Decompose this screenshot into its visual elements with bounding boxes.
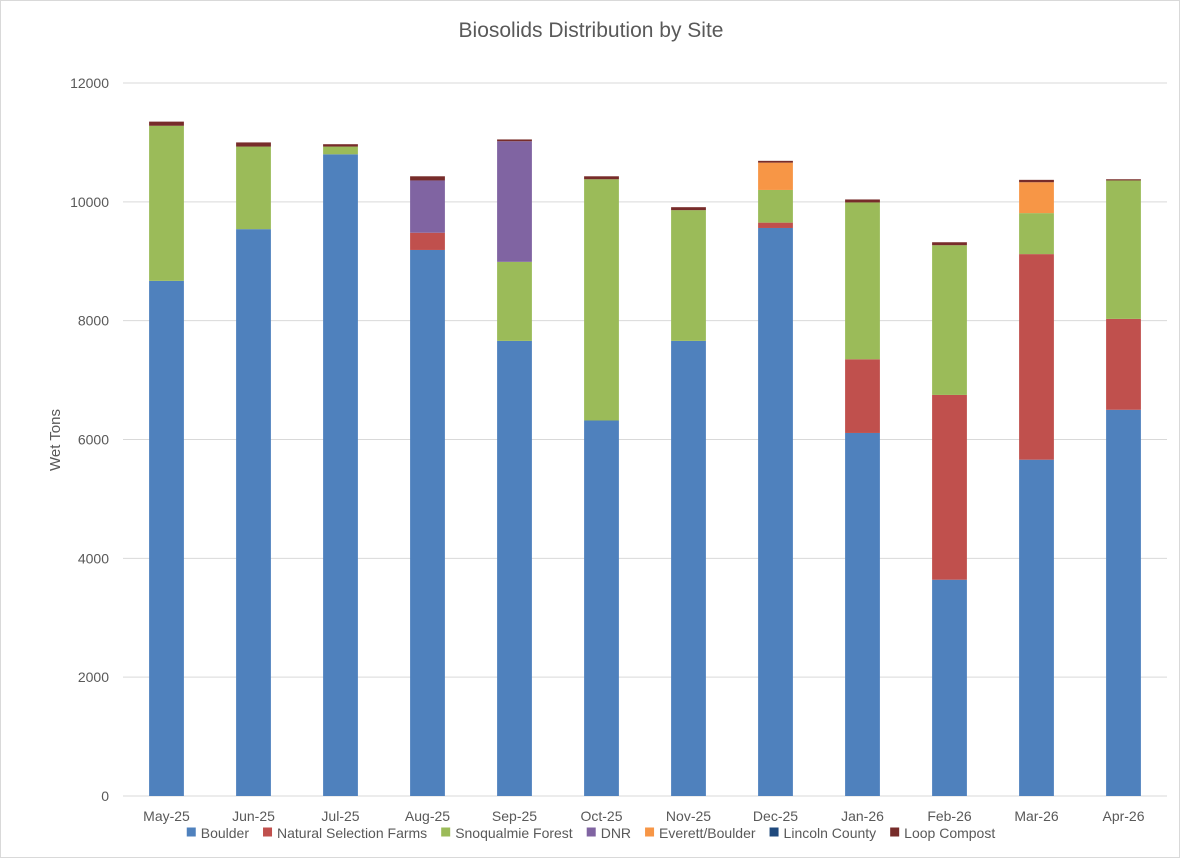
bar-segment	[584, 179, 619, 421]
bar-segment	[497, 261, 532, 341]
bar-segment	[236, 142, 271, 147]
bar-segment	[149, 121, 184, 126]
x-tick-label: Jun-25	[232, 808, 275, 824]
bars	[149, 121, 1141, 797]
bar-segment	[758, 162, 793, 190]
x-tick-label: Sep-25	[492, 808, 537, 824]
bar-segment	[410, 249, 445, 797]
y-tick-label: 2000	[78, 669, 109, 685]
bar-segment	[1019, 459, 1054, 796]
bar-segment	[1106, 318, 1141, 410]
bar-segment	[671, 207, 706, 211]
bar-segment	[497, 340, 532, 796]
legend-label: Boulder	[201, 825, 250, 841]
x-axis-ticks: May-25 Jun-25 Jul-25 Aug-25 Sep-25 Oct-25 Nov-…	[143, 808, 1145, 824]
x-tick-label: Oct-25	[580, 808, 622, 824]
y-tick-label: 12000	[70, 75, 109, 91]
bar-segment	[758, 227, 793, 796]
bar-segment	[932, 579, 967, 796]
bar-segment	[584, 420, 619, 796]
y-tick-label: 4000	[78, 550, 109, 566]
legend-label: Snoqualmie Forest	[455, 825, 573, 841]
bar-segment	[236, 146, 271, 230]
bar-segment	[1019, 254, 1054, 460]
legend-item: DNR	[586, 825, 631, 841]
bar-segment	[671, 210, 706, 341]
legend-swatch	[890, 827, 900, 837]
legend-swatch	[186, 827, 196, 837]
legend-item: Loop Compost	[890, 825, 995, 841]
bar-segment	[323, 146, 358, 155]
bar-segment	[758, 222, 793, 228]
x-tick-label: May-25	[143, 808, 190, 824]
legend-swatch	[645, 827, 655, 837]
x-tick-label: Jul-25	[321, 808, 359, 824]
y-axis-ticks: 0 2000 4000 6000 8000 10000 12000	[70, 75, 109, 804]
x-tick-label: Apr-26	[1102, 808, 1144, 824]
bar-segment	[845, 202, 880, 360]
legend-item: Snoqualmie Forest	[441, 825, 573, 841]
bar-segment	[410, 176, 445, 181]
legend-label: Natural Selection Farms	[277, 825, 427, 841]
bar-segment	[758, 189, 793, 223]
legend-label: DNR	[601, 825, 631, 841]
legend-swatch	[586, 827, 596, 837]
bar-segment	[1106, 180, 1141, 319]
bar-segment	[671, 340, 706, 796]
y-tick-label: 6000	[78, 432, 109, 448]
gridlines	[123, 82, 1167, 797]
bar-segment	[845, 359, 880, 433]
y-tick-label: 10000	[70, 194, 109, 210]
bar-segment	[236, 229, 271, 797]
legend-item: Natural Selection Farms	[263, 825, 427, 841]
legend: Boulder Natural Selection Farms Snoqualmie…	[186, 825, 995, 841]
bar-segment	[584, 176, 619, 180]
bar-segment	[149, 280, 184, 796]
bar-segment	[845, 199, 880, 203]
legend-swatch	[263, 827, 273, 837]
bar-segment	[845, 432, 880, 796]
x-tick-label: Nov-25	[666, 808, 711, 824]
legend-label: Lincoln County	[784, 825, 877, 841]
bar-segment	[932, 394, 967, 580]
legend-label: Everett/Boulder	[659, 825, 756, 841]
bar-segment	[497, 139, 532, 142]
bar-segment	[410, 232, 445, 250]
bar-segment	[1106, 179, 1141, 181]
x-tick-label: Dec-25	[753, 808, 798, 824]
x-tick-label: Jan-26	[841, 808, 884, 824]
bar-segment	[932, 242, 967, 246]
x-tick-label: Mar-26	[1014, 808, 1059, 824]
y-tick-label: 8000	[78, 313, 109, 329]
legend-item: Lincoln County	[769, 825, 877, 841]
bar-segment	[323, 144, 358, 147]
legend-label: Loop Compost	[904, 825, 995, 841]
bar-segment	[497, 141, 532, 262]
y-tick-label: 0	[101, 788, 109, 804]
chart-title: Biosolids Distribution by Site	[459, 19, 724, 42]
bar-segment	[149, 125, 184, 281]
y-axis-label: Wet Tons	[47, 409, 64, 471]
legend-swatch	[441, 827, 451, 837]
bar-segment	[1019, 213, 1054, 255]
bar-segment	[1019, 182, 1054, 214]
bar-segment	[323, 154, 358, 797]
bar-segment	[1019, 179, 1054, 183]
legend-swatch	[769, 827, 779, 837]
legend-item: Everett/Boulder	[645, 825, 756, 841]
bar-segment	[932, 245, 967, 395]
x-tick-label: Feb-26	[927, 808, 972, 824]
bar-segment	[1106, 409, 1141, 796]
bar-segment	[758, 160, 793, 163]
legend-item: Boulder	[186, 825, 250, 841]
x-tick-label: Aug-25	[405, 808, 450, 824]
bar-segment	[410, 180, 445, 233]
